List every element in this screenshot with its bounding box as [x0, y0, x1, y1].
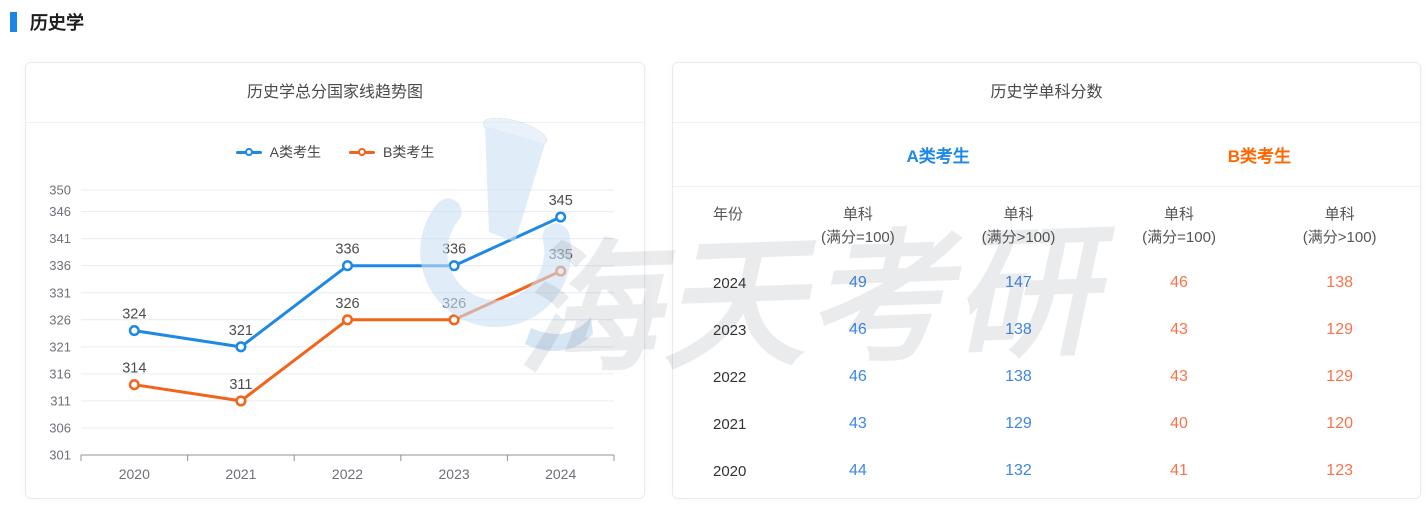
cell-year: 2020: [713, 462, 747, 480]
cell-score-a: 43: [848, 415, 867, 432]
table-row: 2020 44 132 41 123: [673, 448, 1420, 495]
y-axis-tick-label: 326: [49, 312, 71, 327]
cell-score-b: 123: [1326, 462, 1353, 479]
series-line-b: [132, 269, 563, 403]
legend-line-marker-icon: [349, 148, 375, 156]
data-point-label: 321: [229, 323, 253, 339]
table-row: 2021 43 129 40 120: [673, 401, 1420, 448]
cell-score-a: 46: [848, 368, 867, 385]
series-line-a: [132, 215, 563, 349]
data-point-b[interactable]: [341, 314, 354, 326]
cell-score-b: 43: [1170, 368, 1188, 385]
column-header-subject: 单科 (满分>100): [1302, 206, 1377, 247]
cell-year: 2023: [713, 321, 747, 339]
cell-score-b: 129: [1326, 368, 1353, 385]
cell-score-a: 138: [1005, 368, 1032, 385]
x-axis-tick-label: 2020: [119, 466, 150, 482]
table-row: 2022 46 138 43 129: [673, 354, 1420, 401]
score-table-group-header: A类考生 B类考生: [673, 123, 1420, 187]
y-axis-tick-label: 306: [49, 420, 71, 435]
column-header-year: 年份: [713, 206, 744, 223]
cell-score-a: 129: [1005, 415, 1032, 432]
data-point-a[interactable]: [341, 260, 354, 272]
cell-score-a: 132: [1005, 462, 1032, 479]
legend-label: A类考生: [269, 144, 321, 160]
data-point-a[interactable]: [235, 341, 247, 353]
y-axis-tick-label: 311: [50, 393, 71, 408]
column-header-subject: 单科 (满分=100): [1142, 206, 1216, 247]
cell-score-a: 147: [1005, 274, 1032, 291]
data-point-label: 324: [122, 307, 146, 323]
page-title: 历史学: [30, 13, 84, 33]
group-header-a: A类考生: [906, 147, 970, 166]
column-header-subject: 单科 (满分=100): [820, 206, 895, 247]
score-table-column-header: 年份 单科 (满分=100) 单科 (满分>100) 单科 (满分=100) 单科 (满分>10…: [673, 187, 1420, 258]
cell-score-b: 120: [1326, 415, 1353, 432]
data-point-b[interactable]: [128, 379, 140, 391]
data-point-b[interactable]: [555, 265, 567, 277]
cell-score-b: 129: [1326, 321, 1353, 338]
section-accent-bar: [10, 12, 17, 32]
cell-score-b: 41: [1170, 462, 1188, 479]
score-table-body: 2024 49 147 46 138 2023 46 138 43 129 2022 46 138 43 1…: [673, 258, 1420, 495]
y-axis-tick-label: 336: [49, 258, 71, 273]
y-axis-tick-label: 350: [49, 183, 71, 198]
trend-chart-title: 历史学总分国家线趋势图: [26, 63, 644, 123]
y-axis-tick-label: 341: [49, 231, 71, 246]
data-point-label: 336: [335, 242, 359, 258]
data-point-b[interactable]: [448, 314, 460, 326]
data-point-a[interactable]: [448, 260, 460, 272]
x-axis-tick-label: 2021: [225, 466, 256, 482]
data-point-a[interactable]: [128, 325, 140, 337]
y-axis-tick-label: 321: [49, 339, 71, 354]
legend-item-a[interactable]: A类考生: [235, 142, 321, 162]
data-point-label: 326: [335, 296, 359, 312]
cell-year: 2021: [713, 415, 747, 433]
cell-score-b: 43: [1170, 321, 1188, 338]
cell-score-b: 138: [1326, 274, 1353, 291]
y-axis-tick-label: 301: [49, 448, 71, 463]
y-axis-tick-label: 346: [49, 204, 71, 219]
group-header-b: B类考生: [1227, 147, 1292, 166]
data-point-label: 314: [122, 361, 146, 377]
cell-score-b: 46: [1170, 274, 1188, 291]
data-point-label: 311: [229, 377, 252, 393]
cell-score-a: 44: [848, 462, 867, 479]
cell-score-b: 40: [1170, 415, 1188, 432]
y-axis-tick-label: 331: [49, 285, 71, 300]
data-point-b[interactable]: [235, 395, 247, 407]
data-point-a[interactable]: [555, 211, 567, 223]
legend-item-b[interactable]: B类考生: [349, 142, 434, 162]
section-header: 历史学: [10, 9, 84, 35]
table-row: 2023 46 138 43 129: [673, 307, 1420, 354]
trend-line-chart: 301 306 311 316 321 326 331 336 341 346 350 2020 202…: [49, 183, 615, 482]
legend-line-marker-icon: [235, 148, 262, 156]
data-point-label: 345: [549, 193, 573, 209]
chart-legend: A类考生 B类考生: [26, 123, 644, 181]
legend-label: B类考生: [383, 144, 435, 160]
column-header-subject: 单科 (满分>100): [981, 206, 1056, 247]
y-axis-tick-label: 316: [49, 366, 71, 381]
score-table-title: 历史学单科分数: [673, 63, 1420, 123]
cell-year: 2024: [713, 274, 747, 292]
x-axis-tick-label: 2024: [545, 466, 576, 482]
x-axis-tick-label: 2023: [439, 466, 470, 482]
score-table-card: 历史学单科分数 A类考生 B类考生 年份 单科 (满分=100) 单科 (满分>100)…: [672, 62, 1421, 499]
data-point-label: 326: [442, 296, 466, 312]
trend-chart-card: 历史学总分国家线趋势图 A类考生 B类考生 301 306 311 316 321 326 3…: [25, 62, 645, 499]
data-point-label: 336: [442, 242, 466, 258]
cell-year: 2022: [713, 368, 747, 386]
cell-score-a: 46: [848, 321, 867, 338]
x-axis-tick-label: 2022: [332, 466, 363, 482]
cell-score-a: 49: [848, 274, 867, 291]
cell-score-a: 138: [1005, 321, 1032, 338]
data-point-label: 335: [549, 247, 573, 263]
table-row: 2024 49 147 46 138: [673, 260, 1420, 307]
